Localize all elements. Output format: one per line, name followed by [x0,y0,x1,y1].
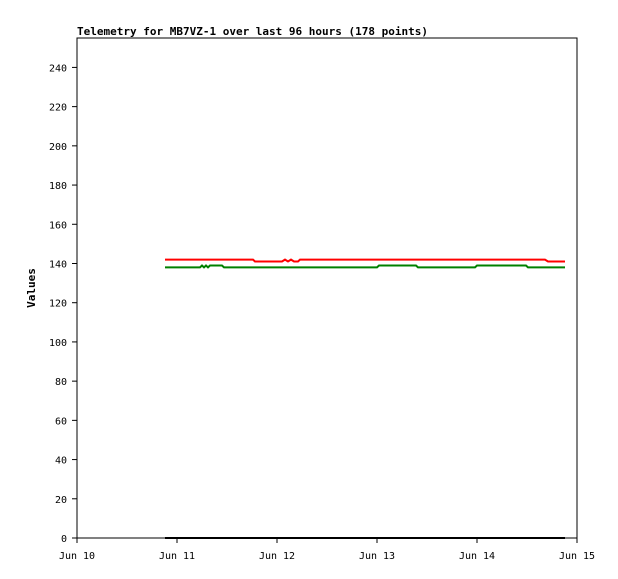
x-tick-label: Jun 12 [259,551,295,562]
y-tick-label: 120 [49,299,67,310]
y-tick-label: 40 [55,456,67,467]
y-tick-label: 100 [49,338,67,349]
chart-title: Telemetry for MB7VZ-1 over last 96 hours… [77,25,428,38]
y-tick-label: 20 [55,495,67,506]
x-tick-label: Jun 14 [459,551,495,562]
series-line-1 [165,258,565,263]
y-tick-label: 160 [49,220,67,231]
x-tick-label: Jun 11 [159,551,195,562]
y-tick-label: 0 [61,534,67,545]
y-tick-label: 220 [49,103,67,114]
series-line-2 [165,264,565,269]
y-tick-label: 180 [49,181,67,192]
y-tick-label: 80 [55,377,67,388]
series-layer [165,258,565,539]
y-axis-label: Values [25,268,38,308]
y-axis: 0 20 40 60 80 100 120 140 160 180 200 220 240 [49,63,77,545]
y-tick-label: 140 [49,259,67,270]
x-tick-label: Jun 13 [359,551,395,562]
y-tick-label: 60 [55,416,67,427]
x-tick-label: Jun 15 [559,551,595,562]
y-tick-label: 240 [49,63,67,74]
x-tick-label: Jun 10 [59,551,95,562]
y-tick-label: 200 [49,142,67,153]
